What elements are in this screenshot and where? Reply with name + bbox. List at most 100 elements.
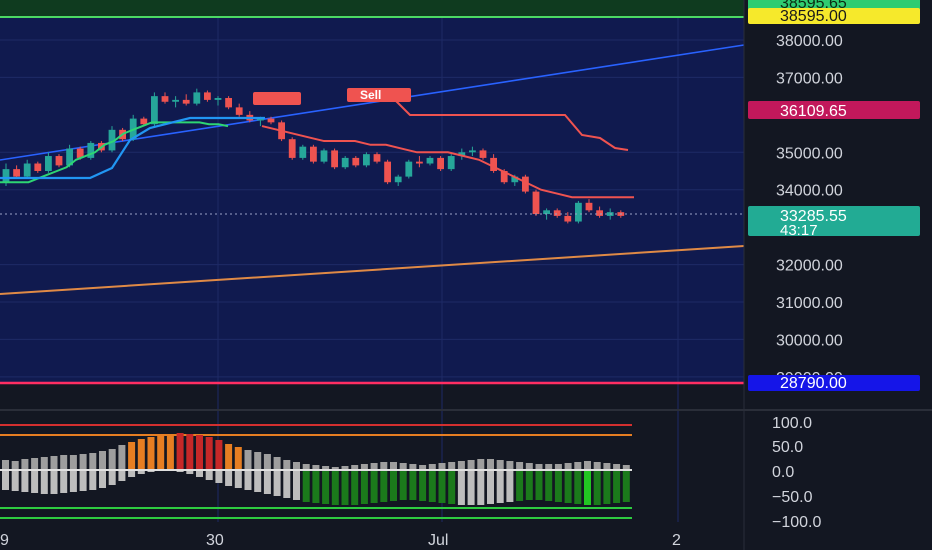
candle[interactable] — [288, 139, 296, 158]
candle[interactable] — [373, 154, 381, 162]
osc-bar-negative — [506, 470, 514, 502]
candle[interactable] — [500, 171, 508, 183]
candle[interactable] — [596, 210, 603, 216]
candle[interactable] — [257, 118, 264, 121]
osc-bar-negative — [477, 470, 485, 505]
candle[interactable] — [267, 118, 275, 123]
trend-line-orange[interactable] — [0, 245, 745, 295]
trend-line-blue[interactable] — [0, 44, 745, 161]
candle[interactable] — [235, 107, 243, 115]
oscillator-tick-label: −100.0 — [772, 514, 821, 531]
candle[interactable] — [76, 148, 84, 158]
sell-signal-badge[interactable] — [347, 88, 411, 102]
osc-bar-positive — [166, 434, 174, 470]
osc-bar-positive — [331, 467, 339, 470]
bar-countdown-label: 43:17 — [780, 222, 818, 239]
main-price-pane[interactable] — [0, 18, 744, 383]
candle[interactable] — [331, 150, 338, 168]
candle[interactable] — [161, 96, 169, 102]
candle[interactable] — [522, 176, 529, 192]
osc-bar-positive — [593, 462, 601, 470]
osc-bar-positive — [419, 465, 427, 470]
candle[interactable] — [45, 156, 52, 171]
candle[interactable] — [299, 146, 307, 158]
osc-bar-negative — [360, 470, 368, 504]
osc-bar-negative — [21, 470, 29, 492]
osc-bar-negative — [390, 470, 397, 501]
osc-bar-positive — [516, 462, 524, 470]
candle[interactable] — [426, 157, 434, 164]
candle[interactable] — [564, 215, 572, 222]
candle[interactable] — [13, 169, 20, 177]
candle[interactable] — [553, 210, 561, 216]
osc-bar-negative — [215, 470, 223, 483]
osc-bar-negative — [89, 470, 97, 490]
osc-bar-positive — [99, 451, 106, 470]
osc-bar-negative — [322, 470, 330, 504]
osc-bar-positive — [322, 466, 330, 470]
candle[interactable] — [87, 142, 95, 158]
osc-bar-positive — [545, 464, 553, 470]
osc-bar-positive — [584, 461, 591, 470]
osc-bar-negative — [263, 470, 271, 494]
candle[interactable] — [151, 96, 158, 125]
oscillator-tick-label: −50.0 — [772, 489, 813, 506]
osc-bar-positive — [477, 459, 485, 470]
candle[interactable] — [172, 99, 179, 102]
osc-bar-positive — [234, 447, 242, 470]
osc-bar-positive — [496, 460, 504, 470]
candle[interactable] — [352, 157, 360, 166]
candle[interactable] — [2, 169, 10, 183]
time-axis[interactable] — [0, 528, 744, 550]
candle[interactable] — [437, 157, 444, 170]
candle[interactable] — [108, 129, 116, 151]
candle[interactable] — [193, 92, 201, 104]
osc-bar-positive — [603, 463, 611, 470]
candle[interactable] — [490, 157, 497, 171]
osc-bar-negative — [244, 470, 252, 490]
price-tick-label: 37000.00 — [776, 70, 843, 87]
osc-bar-positive — [118, 445, 126, 470]
candle[interactable] — [511, 176, 519, 183]
candle[interactable] — [416, 161, 423, 164]
candle[interactable] — [182, 99, 190, 104]
candle[interactable] — [66, 148, 73, 166]
candle[interactable] — [34, 163, 42, 171]
candle[interactable] — [204, 92, 211, 100]
osc-bar-positive — [613, 464, 621, 470]
candle[interactable] — [447, 156, 455, 170]
candle[interactable] — [405, 161, 413, 177]
candle[interactable] — [479, 150, 487, 158]
candle[interactable] — [320, 150, 328, 162]
osc-bar-positive — [487, 459, 494, 470]
candle[interactable] — [394, 176, 402, 183]
osc-bar-negative — [273, 470, 281, 496]
price-axis[interactable] — [744, 0, 932, 550]
candle[interactable] — [469, 150, 476, 153]
candle[interactable] — [575, 202, 582, 222]
candle[interactable] — [214, 98, 222, 100]
osc-bar-negative — [108, 470, 116, 485]
osc-bar-negative — [225, 470, 233, 486]
osc-bar-positive — [312, 465, 320, 470]
price-tick-label: 35000.00 — [776, 145, 843, 162]
candle[interactable] — [363, 154, 370, 166]
candle[interactable] — [384, 161, 391, 183]
candle[interactable] — [23, 163, 31, 177]
candle[interactable] — [310, 146, 317, 162]
candle[interactable] — [55, 156, 63, 166]
candle[interactable] — [225, 98, 232, 108]
candle[interactable] — [585, 202, 593, 211]
candle[interactable] — [458, 152, 466, 157]
candle[interactable] — [140, 118, 148, 125]
osc-bar-positive — [225, 444, 233, 470]
candle[interactable] — [543, 210, 550, 215]
osc-bar-negative — [603, 470, 611, 504]
osc-bar-positive — [273, 457, 281, 470]
candle[interactable] — [532, 191, 540, 215]
price-tick-label: 34000.00 — [776, 183, 843, 200]
osc-bar-negative — [457, 470, 465, 505]
candle[interactable] — [341, 157, 349, 168]
sell-signal-marker[interactable] — [253, 92, 301, 105]
